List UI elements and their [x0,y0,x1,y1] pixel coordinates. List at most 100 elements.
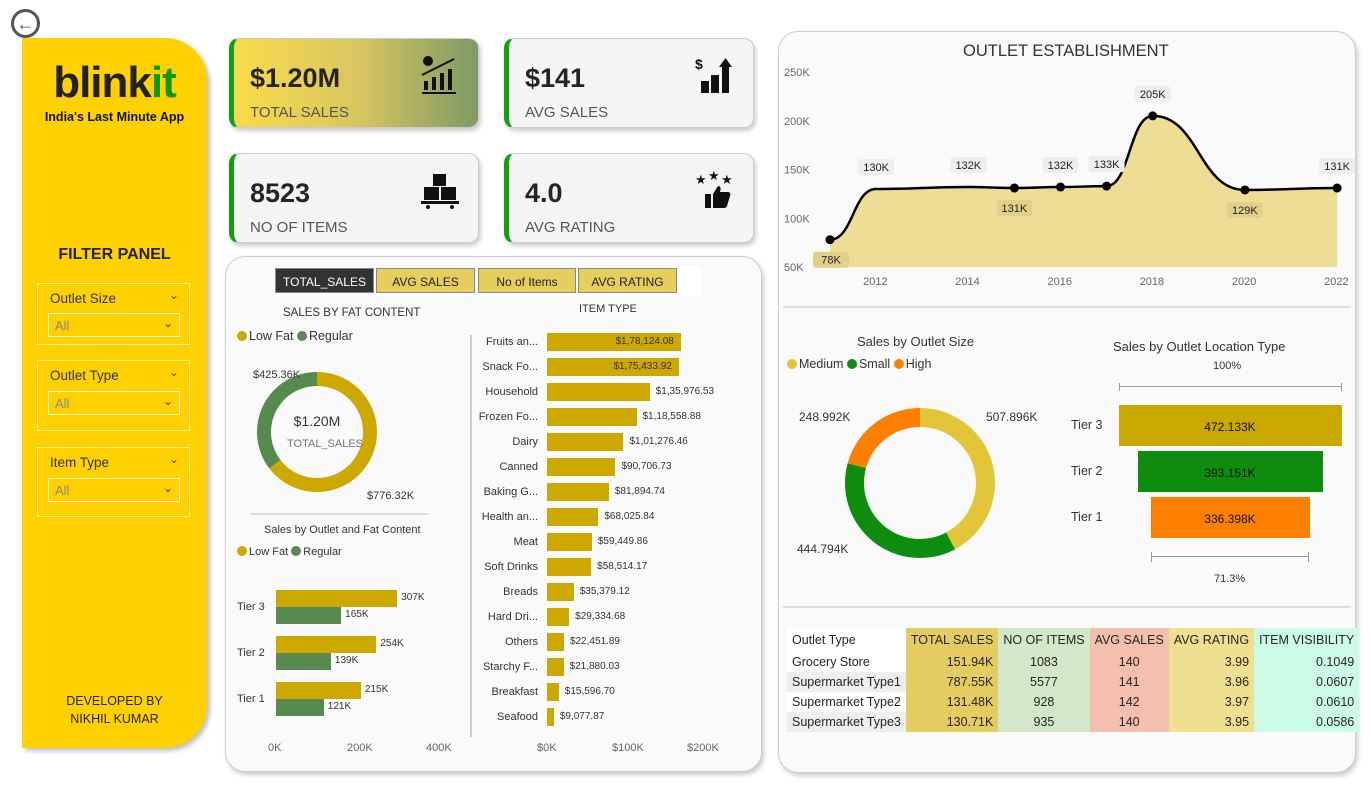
data-label: 131K [1324,161,1350,173]
funnel-bar [1151,497,1310,538]
value-cell: 0.1049 [1254,652,1360,672]
item-type-bar [547,508,599,526]
item-type-label: Canned [499,461,538,473]
legend-dot [296,331,307,341]
fat-legend: Low Fat Regular [237,329,353,343]
data-label: $22,451.89 [569,636,620,647]
data-label: 139K [334,655,359,666]
data-label: $776.32K [367,490,415,502]
column-header[interactable]: NO OF ITEMS [998,628,1090,652]
outlet-size-dropdown[interactable]: All ⌄ [48,313,180,337]
filter-label: Item Type [50,455,110,470]
item-type-label: Frozen Fo... [478,411,538,423]
outlet-type-dropdown[interactable]: All ⌄ [48,391,180,415]
outlet-fat-title: Sales by Outlet and Fat Content [264,524,421,536]
back-button[interactable]: ← [11,9,40,38]
fat-content-slice[interactable] [257,372,317,469]
value-cell: 0.0586 [1254,712,1360,732]
y-tick: 100K [784,213,810,225]
data-point[interactable] [1332,183,1342,193]
funnel-bottom-pct: 71.3% [1214,573,1246,585]
column-header[interactable]: TOTAL SALES [905,628,999,652]
data-point[interactable] [1009,183,1019,193]
outlet-size-slice[interactable] [847,408,920,469]
data-point[interactable] [1148,111,1158,121]
x-tick: 2016 [1048,276,1072,288]
column-header[interactable]: Outlet Type [787,628,906,652]
column-header[interactable]: ITEM VISIBILITY [1254,628,1360,652]
kpi-avg-sales: $141 AVG SALES $ [504,38,754,128]
filter-panel-title: FILTER PANEL [58,246,171,263]
chevron-down-icon[interactable]: ⌄ [168,365,179,379]
data-label-bg [1319,158,1356,175]
column-header[interactable]: AVG SALES [1089,628,1169,652]
x-tick: $0K [537,742,557,754]
item-type-label: Health an... [481,511,538,523]
outlet-type-table: Outlet Type TOTAL SALES NO OF ITEMS AVG SAL… [787,628,1360,732]
svg-text:★: ★ [695,172,707,187]
item-type-bar [547,683,559,701]
chevron-down-icon[interactable]: ⌄ [168,288,179,302]
table-row: Supermarket Type1 787.55K 5577 141 3.96 0.060… [787,672,1360,692]
outlet-size-donut [845,408,995,558]
filter-outlet-size: Outlet Size ⌄ All ⌄ [37,283,190,345]
data-point[interactable] [1240,185,1250,195]
data-label: $1,78,124.08 [615,336,674,347]
value-cell: 3.97 [1168,692,1255,712]
area-fill [830,115,1338,267]
outlet-type-cell: Supermarket Type1 [787,672,906,692]
tab-no-of-items[interactable]: No of Items [478,268,576,293]
data-label: 205K [1140,89,1166,101]
divider [783,306,1351,308]
outlet-establishment-title: OUTLET ESTABLISHMENT [963,42,1169,60]
outlet-fat-legend: Low Fat Regular [237,546,342,558]
item-type-bar [547,633,564,651]
outlet-size-slice[interactable] [920,408,995,550]
data-label: $81,894.74 [614,486,665,497]
svg-text:★: ★ [708,170,720,183]
data-label-bg [1042,157,1079,174]
trend-line [829,114,1338,241]
column-header[interactable]: AVG RATING [1168,628,1255,652]
svg-text:$: $ [695,56,703,72]
legend-dot [893,359,904,369]
data-point[interactable] [1102,181,1112,191]
data-label: 129K [1232,205,1258,217]
item-type-bar [547,408,637,426]
item-type-bar [547,708,554,726]
item-type-label: Snack Fo... [482,361,538,373]
data-label: 130K [863,162,889,174]
item-type-bar [547,608,570,626]
item-type-label: Household [485,386,538,398]
tab-avg-sales[interactable]: AVG SALES [376,268,475,293]
data-label: 336.398K [1204,512,1256,526]
data-label: $1,18,558.88 [642,411,701,422]
svg-text:★: ★ [721,172,733,187]
value-cell: 151.94K [905,652,999,672]
bar-regular [276,607,342,624]
value-cell: 0.0610 [1254,692,1360,712]
chevron-down-icon[interactable]: ⌄ [168,452,179,466]
funnel-top-pct: 100% [1213,360,1242,372]
value-cell: 130.71K [905,712,999,732]
outlet-size-slice[interactable] [845,463,956,558]
data-label: 254K [380,638,404,649]
sales-growth-icon [421,56,456,94]
value-cell: 3.95 [1168,712,1255,732]
tab-avg-rating[interactable]: AVG RATING [578,268,677,293]
data-point[interactable] [1056,182,1065,192]
chevron-down-icon: ⌄ [162,316,173,330]
item-type-dropdown[interactable]: All ⌄ [48,478,180,502]
item-type-bar [547,558,592,576]
x-tick: $200K [687,742,719,754]
data-point[interactable] [825,235,835,245]
data-label: $35,379.12 [579,586,630,597]
boxes-pallet-icon [421,174,459,209]
axis-line [470,335,472,737]
legend-dot [787,359,797,369]
tab-total-sales[interactable]: TOTAL_SALES [275,268,374,293]
y-tick: 150K [784,165,810,177]
y-tick: 50K [784,262,804,274]
x-tick: 200K [347,742,373,754]
item-type-bar [547,458,616,476]
